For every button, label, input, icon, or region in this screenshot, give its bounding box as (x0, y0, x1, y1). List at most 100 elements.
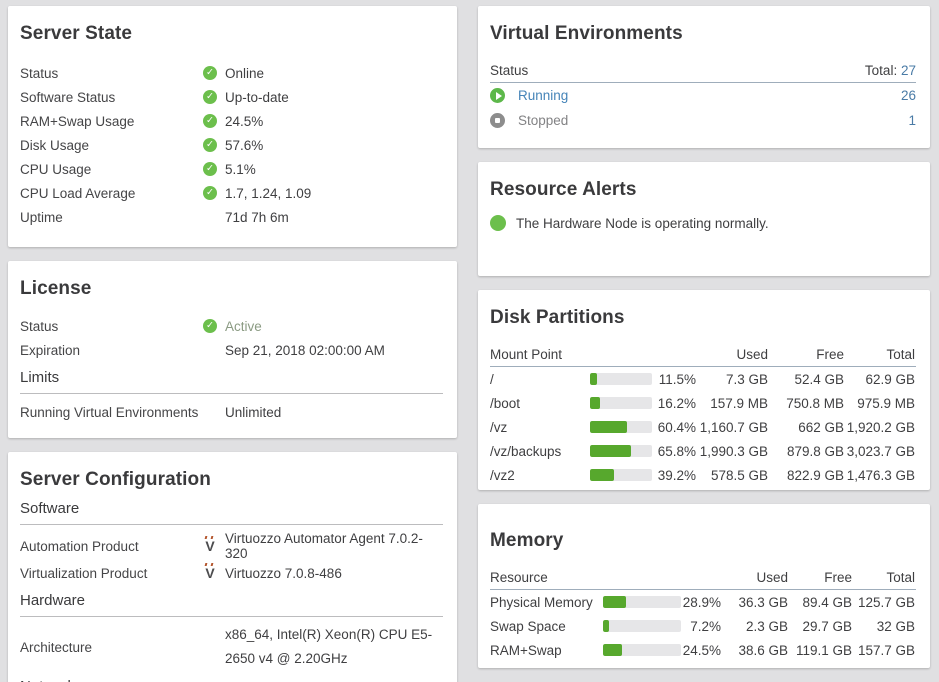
header-total: Total (886, 570, 915, 585)
disk-row: / 11.5% 7.3 GB 52.4 GB 62.9 GB (490, 367, 916, 391)
ve-row-running: Running 26 (490, 83, 916, 108)
usage-bar-fill (603, 644, 623, 656)
row-value: 71d 7h 6m (225, 209, 289, 225)
header-used: Used (756, 570, 788, 585)
mount-point: /vz/backups (490, 443, 562, 459)
check-circle-icon (203, 319, 217, 333)
usage-bar-fill (603, 596, 626, 608)
total-value: 157.7 GB (857, 642, 915, 658)
row-label: Architecture (20, 639, 93, 655)
ve-stopped-label[interactable]: Stopped (518, 113, 569, 128)
disk-row: /vz/backups 65.8% 1,990.3 GB 879.8 GB 3,… (490, 439, 916, 463)
usage-bar-fill (590, 445, 631, 457)
usage-bar (590, 373, 652, 385)
disk-row: /vz 60.4% 1,160.7 GB 662 GB 1,920.2 GB (490, 415, 916, 439)
server-state-row-software: Software Status Up-to-date (20, 85, 443, 109)
header-free: Free (816, 347, 844, 362)
ve-running-count[interactable]: 26 (900, 88, 916, 103)
ve-stopped-count[interactable]: 1 (908, 113, 916, 128)
config-row-automation: Automation Product V Virtuozzo Automator … (20, 531, 443, 561)
row-label: Running Virtual Environments (20, 404, 199, 420)
total-value: 3,023.7 GB (846, 443, 915, 459)
row-value: 5.1% (225, 161, 256, 177)
header-free: Free (824, 570, 852, 585)
free-value: 29.7 GB (802, 618, 852, 634)
disk-partitions-title: Disk Partitions (490, 307, 625, 328)
free-value: 662 GB (798, 419, 844, 435)
alert-row: The Hardware Node is operating normally. (490, 215, 916, 231)
row-value: Up-to-date (225, 89, 289, 105)
ve-table-header: Status Total: 27 (490, 59, 916, 83)
free-value: 119.1 GB (795, 642, 852, 658)
used-value: 2.3 GB (745, 618, 788, 634)
memory-row: Physical Memory 28.9% 36.3 GB 89.4 GB 12… (490, 590, 916, 614)
used-value: 36.3 GB (738, 594, 788, 610)
license-status-value: Active (225, 318, 262, 334)
resource-name: RAM+Swap (490, 642, 562, 658)
row-label: Status (20, 65, 59, 81)
usage-bar-fill (590, 373, 598, 385)
ve-status-header: Status (490, 63, 529, 78)
check-circle-icon (203, 162, 217, 176)
usage-bar-fill (603, 620, 609, 632)
license-row-running-ve: Running Virtual Environments Unlimited (20, 400, 443, 424)
row-label: RAM+Swap Usage (20, 113, 135, 129)
mount-point: / (490, 371, 494, 387)
row-value: Virtuozzo 7.0.8-486 (225, 565, 342, 581)
row-label: CPU Usage (20, 161, 92, 177)
config-row-virtualization: Virtualization Product V Virtuozzo 7.0.8-… (20, 561, 443, 585)
resource-alerts-panel: Resource Alerts The Hardware Node is ope… (478, 162, 930, 276)
disk-row: /boot 16.2% 157.9 MB 750.8 MB 975.9 MB (490, 391, 916, 415)
row-label: Disk Usage (20, 137, 90, 153)
free-value: 822.9 GB (786, 467, 844, 483)
total-value: 1,476.3 GB (846, 467, 915, 483)
free-value: 52.4 GB (794, 371, 844, 387)
free-value: 750.8 MB (786, 395, 844, 411)
usage-bar-fill (590, 421, 628, 433)
usage-bar (590, 397, 652, 409)
stop-circle-icon (490, 113, 505, 128)
server-config-title: Server Configuration (20, 469, 211, 490)
virtuozzo-logo-icon: V (203, 566, 217, 580)
limits-section-heading: Limits (20, 368, 443, 394)
row-value: x86_64, Intel(R) Xeon(R) CPU E5-2650 v4 … (225, 627, 433, 666)
ve-total-count[interactable]: 27 (900, 63, 916, 78)
ve-total: Total: 27 (865, 63, 916, 78)
usage-bar (590, 445, 652, 457)
ve-total-label: Total: (864, 63, 898, 78)
server-state-row-ram-swap: RAM+Swap Usage 24.5% (20, 109, 443, 133)
row-label: Uptime (20, 209, 63, 225)
usage-bar (590, 469, 652, 481)
right-column: Virtual Environments Status Total: 27 Ru… (478, 6, 930, 682)
row-value: Sep 21, 2018 02:00:00 AM (225, 342, 385, 358)
row-value: Unlimited (225, 404, 282, 420)
check-circle-icon (203, 114, 217, 128)
usage-percent: 39.2% (657, 467, 696, 483)
used-value: 157.9 MB (710, 395, 768, 411)
memory-row: RAM+Swap 24.5% 38.6 GB 119.1 GB 157.7 GB (490, 638, 916, 662)
usage-percent: 60.4% (657, 419, 696, 435)
row-label: Virtualization Product (20, 565, 148, 581)
usage-percent: 7.2% (690, 618, 721, 634)
server-state-row-disk: Disk Usage 57.6% (20, 133, 443, 157)
ve-running-link[interactable]: Running (518, 88, 569, 103)
row-label: Expiration (20, 342, 81, 358)
used-value: 1,160.7 GB (699, 419, 768, 435)
license-title: License (20, 278, 92, 299)
memory-row: Swap Space 7.2% 2.3 GB 29.7 GB 32 GB (490, 614, 916, 638)
total-value: 62.9 GB (865, 371, 915, 387)
server-state-panel: Server State Status Online Software Stat… (8, 6, 457, 247)
header-used: Used (736, 347, 768, 362)
row-label: Automation Product (20, 538, 139, 554)
disk-partitions-panel: Disk Partitions Mount Point Used Free To… (478, 290, 930, 490)
usage-bar-fill (590, 469, 615, 481)
row-label: Status (20, 318, 59, 334)
license-row-expiration: Expiration Sep 21, 2018 02:00:00 AM (20, 338, 443, 362)
usage-percent: 24.5% (682, 642, 721, 658)
usage-percent: 65.8% (657, 443, 696, 459)
server-state-row-uptime: Uptime 71d 7h 6m (20, 205, 443, 229)
virtual-environments-title: Virtual Environments (490, 23, 683, 44)
server-config-panel: Server Configuration Software Automation… (8, 452, 457, 682)
used-value: 1,990.3 GB (699, 443, 768, 459)
memory-title: Memory (490, 530, 564, 551)
